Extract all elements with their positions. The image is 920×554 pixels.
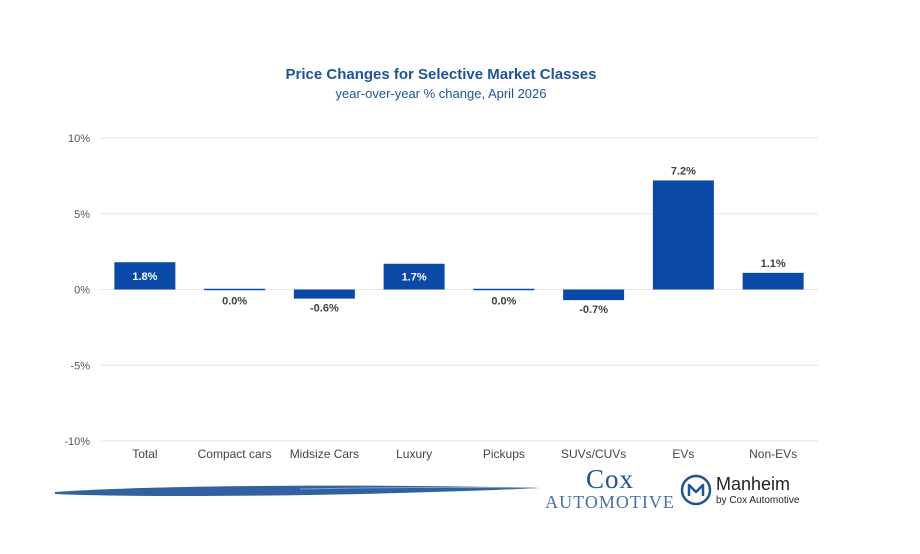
bar-total <box>114 262 176 290</box>
y-tick-label: -10% <box>64 436 90 448</box>
swoosh-highlight <box>299 486 536 490</box>
manheim-tagline: by Cox Automotive <box>716 495 800 506</box>
automotive-wordmark: AUTOMOTIVE <box>545 492 675 512</box>
x-category-label: Compact cars <box>198 447 272 461</box>
data-label: 7.2% <box>671 165 696 177</box>
data-label: -0.6% <box>310 303 339 315</box>
cox-automotive-logo: Cox AUTOMOTIVE <box>545 464 675 513</box>
bars <box>114 180 804 301</box>
bar-pickups <box>473 288 535 291</box>
y-tick-label: -5% <box>70 360 90 372</box>
chart-title: Price Changes for Selective Market Class… <box>285 66 597 83</box>
y-tick-label: 10% <box>68 133 90 145</box>
x-category-label: Luxury <box>396 447 432 461</box>
bar-chart: 10% 5% 0% -5% -10% 1.8% Total 0.0% Compact cars -… <box>64 133 818 461</box>
data-label: 1.1% <box>761 258 786 270</box>
bar-midsize-cars <box>293 289 355 299</box>
y-tick-label: 0% <box>74 285 90 297</box>
x-category-label: Non-EVs <box>749 447 797 461</box>
bar-luxury <box>383 263 445 290</box>
swoosh-shape <box>55 485 540 497</box>
x-category-label: SUVs/CUVs <box>561 447 626 461</box>
x-category-label: Midsize Cars <box>290 447 359 461</box>
x-category-label: Total <box>132 447 157 461</box>
bar-compact-cars <box>204 288 266 291</box>
data-label: 0.0% <box>491 296 516 308</box>
manheim-wordmark: Manheim <box>716 474 791 494</box>
bar-non-evs <box>742 272 804 290</box>
bar-evs <box>652 180 714 290</box>
chart-subtitle: year-over-year % change, April 2026 <box>335 86 547 101</box>
x-category-label: EVs <box>672 447 694 461</box>
footer-swoosh <box>55 485 540 497</box>
labels: 10% 5% 0% -5% -10% 1.8% Total 0.0% Compact cars -… <box>64 133 797 461</box>
manheim-logo: Manheim by Cox Automotive <box>680 474 840 514</box>
cox-wordmark: Cox <box>585 464 634 494</box>
data-label: 1.7% <box>402 272 427 284</box>
bar-suvs-cuvs <box>563 289 625 301</box>
manheim-m-icon <box>680 474 712 506</box>
data-label: 0.0% <box>222 296 247 308</box>
x-category-label: Pickups <box>483 447 525 461</box>
y-tick-label: 5% <box>74 209 90 221</box>
data-label: -0.7% <box>579 304 608 316</box>
data-label: 1.8% <box>132 271 157 283</box>
